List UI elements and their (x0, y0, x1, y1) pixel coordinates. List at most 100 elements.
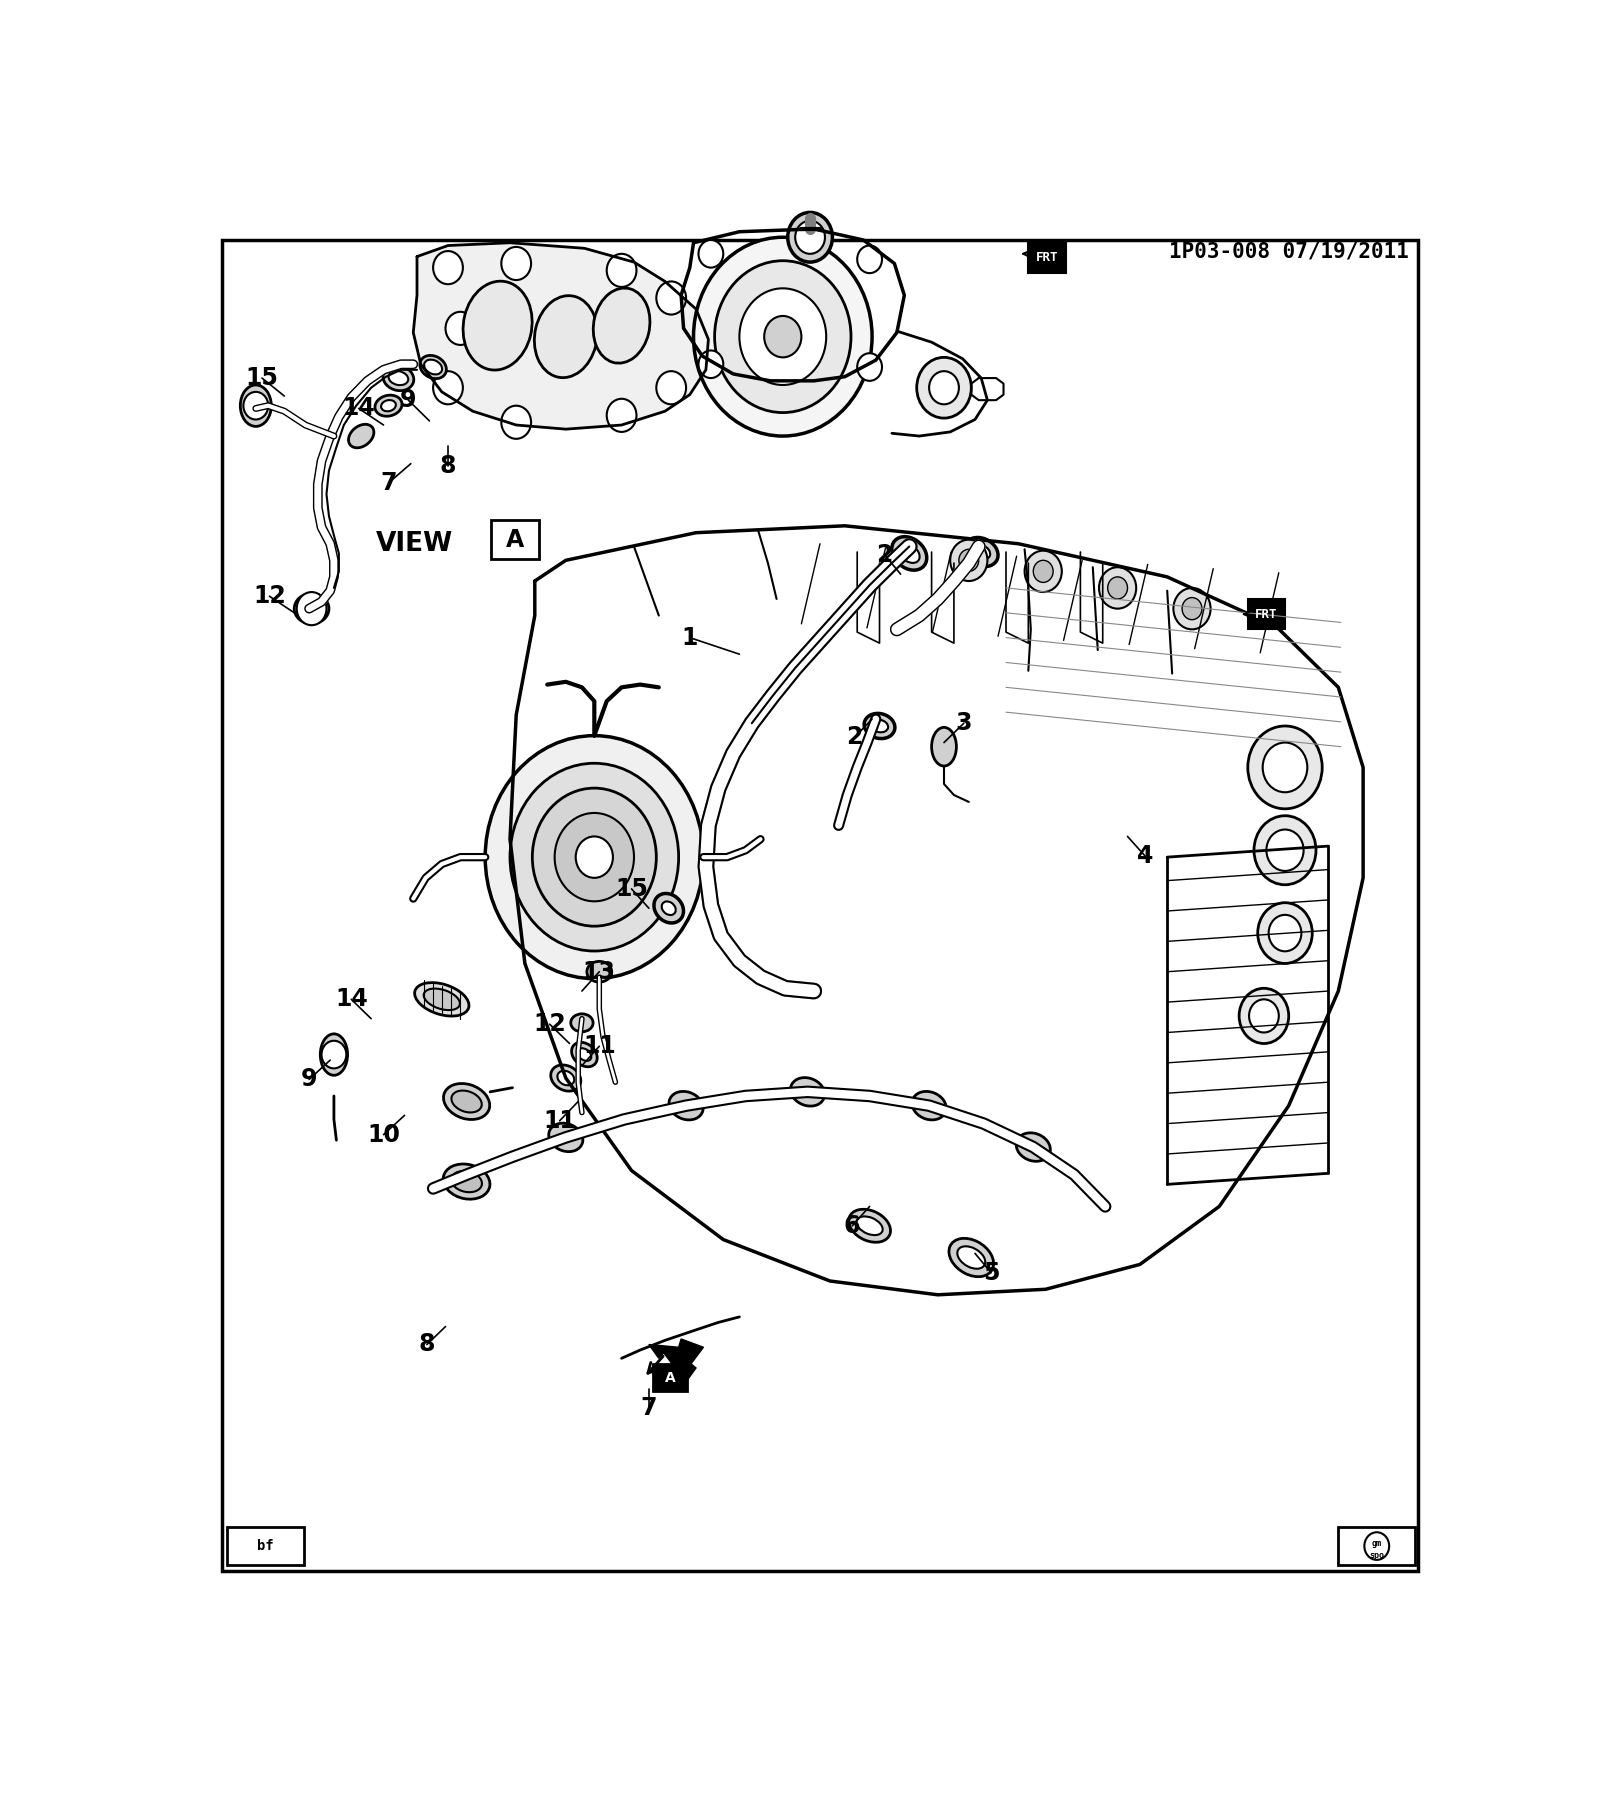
Circle shape (1099, 567, 1136, 608)
Ellipse shape (594, 289, 650, 364)
Ellipse shape (669, 1092, 702, 1121)
Text: 12: 12 (253, 585, 286, 608)
Ellipse shape (419, 355, 446, 378)
Circle shape (296, 592, 326, 626)
Text: gm: gm (1371, 1538, 1382, 1547)
Circle shape (501, 405, 531, 439)
Bar (1338, 1528, 1414, 1565)
Circle shape (1254, 816, 1315, 884)
Circle shape (606, 255, 637, 287)
Ellipse shape (848, 1208, 891, 1243)
Text: 6: 6 (843, 1214, 861, 1237)
Ellipse shape (414, 983, 469, 1017)
Circle shape (795, 221, 826, 255)
Circle shape (1267, 830, 1304, 871)
Text: 8: 8 (419, 1332, 435, 1357)
Ellipse shape (462, 282, 533, 369)
Ellipse shape (856, 1216, 883, 1235)
Circle shape (1034, 559, 1053, 583)
Ellipse shape (557, 1070, 574, 1085)
Text: 3: 3 (955, 712, 973, 735)
Circle shape (434, 371, 462, 403)
Circle shape (1107, 577, 1128, 599)
Polygon shape (650, 1339, 704, 1388)
Text: 8: 8 (440, 454, 456, 479)
Text: 9: 9 (301, 1067, 317, 1092)
Text: A: A (664, 1370, 675, 1384)
Text: 7: 7 (640, 1397, 658, 1420)
Ellipse shape (381, 400, 395, 411)
Circle shape (501, 247, 531, 280)
Circle shape (510, 764, 678, 950)
Text: spo: spo (1370, 1551, 1384, 1560)
FancyBboxPatch shape (653, 1364, 688, 1391)
Circle shape (1238, 988, 1288, 1044)
Text: 15: 15 (245, 366, 278, 391)
Text: 4: 4 (1136, 845, 1154, 868)
Text: 14: 14 (342, 396, 374, 420)
Ellipse shape (550, 1065, 581, 1092)
Circle shape (958, 549, 979, 572)
Circle shape (1258, 902, 1312, 963)
Circle shape (693, 237, 872, 436)
Circle shape (787, 212, 832, 262)
Ellipse shape (424, 360, 442, 375)
Text: 2: 2 (846, 724, 862, 749)
Ellipse shape (424, 988, 459, 1009)
Text: bf: bf (258, 1538, 274, 1553)
Ellipse shape (571, 1042, 597, 1067)
Text: 12: 12 (533, 1013, 566, 1036)
Bar (491, 520, 539, 559)
Ellipse shape (957, 1246, 986, 1269)
Circle shape (656, 282, 686, 314)
Text: 10: 10 (366, 1122, 400, 1148)
Circle shape (485, 735, 704, 979)
Circle shape (1250, 999, 1278, 1033)
Text: 15: 15 (614, 877, 648, 900)
Ellipse shape (973, 545, 990, 559)
Ellipse shape (382, 366, 414, 391)
Circle shape (765, 316, 802, 357)
Circle shape (555, 812, 634, 902)
Circle shape (739, 289, 826, 385)
Ellipse shape (790, 1078, 824, 1106)
Ellipse shape (374, 394, 402, 416)
Circle shape (1269, 914, 1301, 952)
Ellipse shape (534, 296, 597, 378)
Ellipse shape (320, 1035, 347, 1076)
Text: VIEW: VIEW (376, 531, 453, 558)
Circle shape (533, 789, 656, 927)
Ellipse shape (571, 1013, 594, 1031)
Ellipse shape (389, 371, 408, 385)
Text: 13: 13 (582, 959, 616, 984)
Circle shape (917, 357, 971, 418)
Ellipse shape (912, 1092, 946, 1121)
Ellipse shape (587, 961, 611, 983)
Circle shape (1262, 742, 1307, 793)
Circle shape (434, 251, 462, 285)
Text: 11: 11 (582, 1035, 616, 1058)
Ellipse shape (931, 728, 957, 766)
Polygon shape (413, 242, 709, 429)
Ellipse shape (294, 593, 330, 624)
Circle shape (930, 371, 958, 403)
Circle shape (243, 393, 269, 420)
Text: 1P03-008 07/19/2011: 1P03-008 07/19/2011 (1170, 242, 1410, 262)
Text: FRT: FRT (1035, 251, 1058, 264)
Text: 9: 9 (400, 387, 416, 412)
Text: A: A (506, 527, 525, 552)
Ellipse shape (443, 1083, 490, 1119)
Ellipse shape (451, 1171, 482, 1192)
Text: 1: 1 (682, 626, 698, 649)
Circle shape (858, 246, 882, 273)
FancyBboxPatch shape (1029, 242, 1066, 273)
Text: 2: 2 (877, 543, 893, 567)
Circle shape (950, 540, 987, 581)
Bar (227, 1528, 304, 1565)
Ellipse shape (349, 425, 374, 448)
Ellipse shape (965, 538, 998, 567)
Circle shape (1365, 1533, 1389, 1560)
Text: 5: 5 (982, 1260, 1000, 1286)
Ellipse shape (443, 1164, 490, 1200)
Circle shape (1173, 588, 1211, 629)
